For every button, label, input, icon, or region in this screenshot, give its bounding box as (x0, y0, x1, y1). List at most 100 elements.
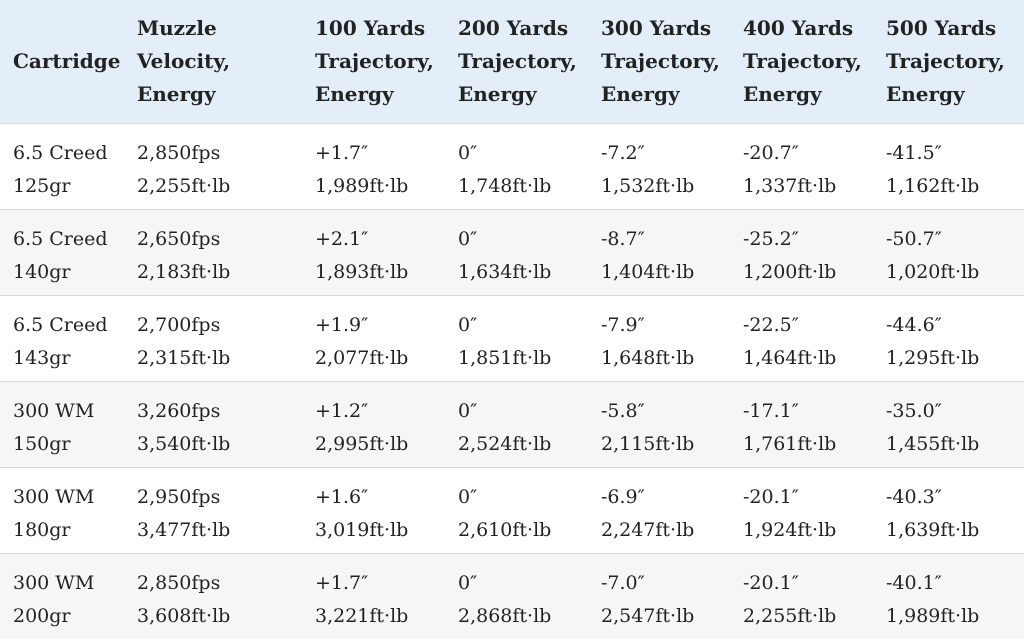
cell-line: 2,524ft·lb (458, 432, 552, 455)
cell-line: 2,650fps (137, 227, 221, 250)
cell-line: 3,540ft·lb (137, 432, 231, 455)
header-100-yards: 100 Yards Trajectory, Energy (302, 0, 445, 123)
cell-line: 3,477ft·lb (137, 518, 231, 541)
cell-line: 0″ (458, 399, 478, 422)
cell-line: +1.7″ (315, 141, 369, 164)
cell-line: 1,648ft·lb (601, 346, 695, 369)
cell-line: 2,547ft·lb (601, 604, 695, 627)
cell-line: 1,464ft·lb (743, 346, 837, 369)
table-row: 6.5 Creed 125gr 2,850fps 2,255ft·lb +1.7″ 1,9… (0, 123, 1024, 209)
cell-line: 2,700fps (137, 313, 221, 336)
cell-line: 2,315ft·lb (137, 346, 231, 369)
cell-line: 0″ (458, 313, 478, 336)
header-line: Trajectory, (601, 48, 720, 73)
cell-500-yards: -40.1″ 1,989ft·lb (873, 553, 1024, 639)
cell-500-yards: -41.5″ 1,162ft·lb (873, 123, 1024, 209)
cell-line: -20.1″ (743, 571, 799, 594)
cell-500-yards: -44.6″ 1,295ft·lb (873, 295, 1024, 381)
header-500-yards: 500 Yards Trajectory, Energy (873, 0, 1024, 123)
cell-line: -20.7″ (743, 141, 799, 164)
header-line: 300 Yards (601, 15, 712, 40)
cell-line: +1.7″ (315, 571, 369, 594)
cell-line: 2,077ft·lb (315, 346, 409, 369)
cell-line: 1,200ft·lb (743, 260, 837, 283)
cell-500-yards: -40.3″ 1,639ft·lb (873, 467, 1024, 553)
header-line: Trajectory, (315, 48, 434, 73)
cell-200-yards: 0″ 1,851ft·lb (445, 295, 588, 381)
header-line: Muzzle (137, 15, 217, 40)
cell-line: 2,850fps (137, 141, 221, 164)
cell-cartridge: 300 WM 150gr (0, 381, 124, 467)
cell-line: 2,183ft·lb (137, 260, 231, 283)
cell-300-yards: -5.8″ 2,115ft·lb (588, 381, 730, 467)
table-row: 300 WM 200gr 2,850fps 3,608ft·lb +1.7″ 3,221f… (0, 553, 1024, 639)
table-row: 300 WM 180gr 2,950fps 3,477ft·lb +1.6″ 3,019f… (0, 467, 1024, 553)
cell-100-yards: +2.1″ 1,893ft·lb (302, 209, 445, 295)
cell-line: 2,995ft·lb (315, 432, 409, 455)
header-muzzle: Muzzle Velocity, Energy (124, 0, 302, 123)
table-row: 6.5 Creed 140gr 2,650fps 2,183ft·lb +2.1″ 1,8… (0, 209, 1024, 295)
cell-400-yards: -25.2″ 1,200ft·lb (730, 209, 873, 295)
cell-line: 2,950fps (137, 485, 221, 508)
header-line: 200 Yards (458, 15, 569, 40)
cell-cartridge: 6.5 Creed 140gr (0, 209, 124, 295)
cell-400-yards: -20.1″ 1,924ft·lb (730, 467, 873, 553)
cell-line: 3,260fps (137, 399, 221, 422)
cell-400-yards: -20.1″ 2,255ft·lb (730, 553, 873, 639)
cell-line: 1,989ft·lb (315, 174, 409, 197)
header-line: Energy (458, 81, 537, 106)
cell-line: 2,247ft·lb (601, 518, 695, 541)
cell-line: 6.5 Creed (13, 227, 108, 250)
cell-line: +1.9″ (315, 313, 369, 336)
cell-400-yards: -17.1″ 1,761ft·lb (730, 381, 873, 467)
cell-500-yards: -35.0″ 1,455ft·lb (873, 381, 1024, 467)
cell-line: 1,989ft·lb (886, 604, 980, 627)
cell-line: 1,851ft·lb (458, 346, 552, 369)
header-row: Cartridge Muzzle Velocity, Energy 100 Ya… (0, 0, 1024, 123)
cell-cartridge: 6.5 Creed 125gr (0, 123, 124, 209)
cell-muzzle: 2,950fps 3,477ft·lb (124, 467, 302, 553)
cell-300-yards: -7.0″ 2,547ft·lb (588, 553, 730, 639)
cell-line: -44.6″ (886, 313, 942, 336)
cell-line: -8.7″ (601, 227, 645, 250)
cell-200-yards: 0″ 1,748ft·lb (445, 123, 588, 209)
cell-100-yards: +1.6″ 3,019ft·lb (302, 467, 445, 553)
cell-line: -7.2″ (601, 141, 645, 164)
cell-line: 3,221ft·lb (315, 604, 409, 627)
cell-line: -20.1″ (743, 485, 799, 508)
cell-line: 1,761ft·lb (743, 432, 837, 455)
header-cartridge: Cartridge (0, 0, 124, 123)
header-line: Energy (315, 81, 394, 106)
cell-line: 2,610ft·lb (458, 518, 552, 541)
cell-line: 0″ (458, 571, 478, 594)
cell-muzzle: 2,850fps 2,255ft·lb (124, 123, 302, 209)
table-row: 6.5 Creed 143gr 2,700fps 2,315ft·lb +1.9″ 2,0… (0, 295, 1024, 381)
cell-line: 150gr (13, 432, 71, 455)
header-line: Energy (743, 81, 822, 106)
cell-line: 180gr (13, 518, 71, 541)
cell-line: 2,868ft·lb (458, 604, 552, 627)
cell-200-yards: 0″ 2,524ft·lb (445, 381, 588, 467)
cell-line: 2,115ft·lb (601, 432, 695, 455)
cell-300-yards: -8.7″ 1,404ft·lb (588, 209, 730, 295)
cell-cartridge: 300 WM 200gr (0, 553, 124, 639)
cell-cartridge: 300 WM 180gr (0, 467, 124, 553)
header-line: Cartridge (13, 48, 121, 73)
cell-line: 1,748ft·lb (458, 174, 552, 197)
cell-line: 2,255ft·lb (137, 174, 231, 197)
cell-line: 6.5 Creed (13, 313, 108, 336)
cell-400-yards: -20.7″ 1,337ft·lb (730, 123, 873, 209)
header-line: 500 Yards (886, 15, 997, 40)
table-body: 6.5 Creed 125gr 2,850fps 2,255ft·lb +1.7″ 1,9… (0, 123, 1024, 639)
cell-line: -7.9″ (601, 313, 645, 336)
cell-line: 300 WM (13, 571, 95, 594)
cell-line: +1.2″ (315, 399, 369, 422)
header-200-yards: 200 Yards Trajectory, Energy (445, 0, 588, 123)
header-line: Velocity, (137, 48, 231, 73)
cell-line: 1,639ft·lb (886, 518, 980, 541)
cell-line: +2.1″ (315, 227, 369, 250)
cell-line: -25.2″ (743, 227, 799, 250)
cell-line: 1,924ft·lb (743, 518, 837, 541)
cell-muzzle: 2,700fps 2,315ft·lb (124, 295, 302, 381)
